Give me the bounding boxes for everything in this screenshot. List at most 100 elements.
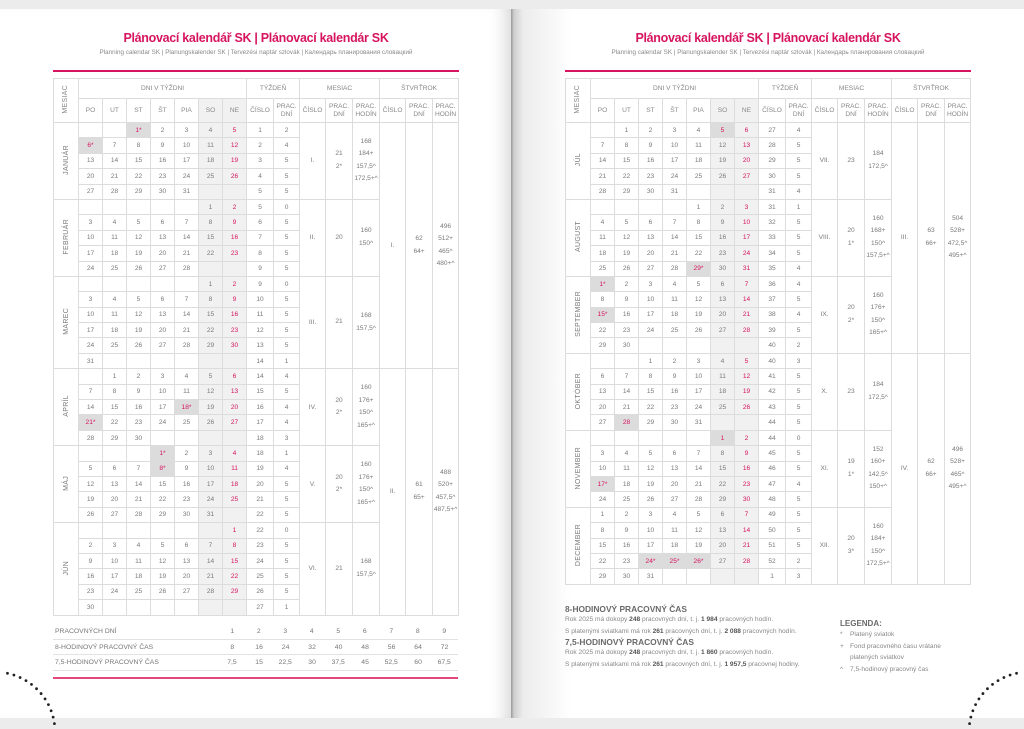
month-work-hours-value: 157,5^	[356, 324, 376, 332]
day-cell: 29	[638, 414, 663, 431]
quarter-work-hours-value: 457,5^	[435, 493, 456, 501]
day-cell: 28	[733, 552, 760, 570]
week-work-days-cell: 5	[273, 537, 301, 554]
week-number-cell: 43	[758, 399, 787, 416]
decorative-dot	[996, 679, 1000, 683]
month-work-hours-value: 142,5^	[868, 470, 888, 478]
day-cell: 6	[221, 368, 248, 385]
day-cell: 7	[614, 368, 639, 385]
week-work-days-cell: 5	[785, 445, 813, 462]
day-cell: 13	[102, 475, 127, 493]
day-cell: 1*	[590, 275, 615, 293]
day-cell: 23	[662, 399, 687, 416]
week-number-cell: 16	[246, 399, 275, 416]
week-number-cell: 18	[246, 445, 275, 462]
day-cell: 22	[221, 568, 248, 585]
day-cell: 4	[126, 537, 151, 554]
week-row: 15 16 17 18 19 20 21 51 5	[566, 537, 971, 554]
legend-title: LEGENDA:	[840, 619, 882, 628]
week-number-cell: 44	[758, 414, 787, 431]
day-name-header: ST	[126, 98, 151, 123]
week-work-days-cell: 5	[273, 337, 301, 354]
notes-text: pracovných hodín.	[717, 649, 774, 656]
day-cell	[78, 522, 103, 539]
day-cell: 4	[221, 445, 248, 462]
day-cell: 8	[198, 291, 223, 308]
week-work-days-cell: 3	[273, 429, 301, 447]
summary-label: 8-HODINOVÝ PRACOVNÝ ČAS	[55, 643, 154, 651]
day-cell	[198, 599, 223, 616]
day-cell	[126, 275, 151, 293]
month-work-days-value: 2*	[335, 162, 343, 170]
day-cell: 21	[126, 491, 151, 508]
decorative-dot	[12, 673, 16, 677]
summary-row: 7,5-HODINOVÝ PRACOVNÝ ČAS 7,5 15 22,5 30 37,5…	[53, 655, 458, 671]
week-number-cell: 2	[246, 137, 275, 154]
month-name: SEPTEMBER	[574, 290, 582, 337]
day-cell: 22	[710, 475, 735, 493]
day-cell: 26	[78, 506, 103, 524]
week-row: 14 15 16 17 18 19 20 29 5	[566, 152, 971, 170]
week-work-days-cell: 5	[273, 291, 301, 308]
day-cell: 7	[733, 275, 760, 293]
week-number-cell: 45	[758, 445, 787, 462]
week-row: 24 25 26 27 28 29 30 48 5	[566, 491, 971, 508]
day-cell: 26	[710, 168, 735, 185]
day-cell: 24*	[638, 552, 663, 570]
day-cell: 23	[150, 168, 175, 185]
month-number-cell: VII.	[811, 122, 839, 200]
decorative-dot	[1008, 673, 1012, 677]
quarter-work-days-value: 66+	[925, 239, 937, 247]
week-work-days-cell: 5	[273, 260, 301, 277]
column-subheader: PRAC. HODÍN	[944, 98, 972, 123]
day-cell	[590, 429, 615, 447]
month-work-hours-cell: 184 172,5^	[864, 352, 893, 431]
day-cell	[638, 429, 663, 447]
day-cell: 29	[590, 568, 615, 585]
decorative-dot	[991, 682, 994, 686]
day-cell: 5	[126, 291, 151, 308]
day-cell	[221, 352, 248, 370]
week-row: 20 21 22 23 24 25 26 4 5	[54, 168, 459, 185]
day-cell	[710, 337, 735, 354]
summary-value: 30	[308, 659, 316, 666]
week-row: 6 7 8 9 10 11 12 41 5	[566, 368, 971, 385]
notes-line: S platenými sviatkami má rok 261 pracovn…	[565, 626, 799, 638]
notes-text: pracovných dní, t. j.	[640, 649, 702, 656]
week-number-cell: 34	[758, 245, 787, 262]
week-number-cell: 21	[246, 491, 275, 508]
day-cell: 3	[102, 537, 127, 554]
day-cell: 14	[733, 522, 760, 539]
week-work-days-cell: 5	[785, 229, 813, 247]
day-cell: 27	[710, 322, 735, 339]
month-work-hours-value: 184	[872, 150, 884, 158]
month-column-header: MESIAC	[53, 78, 79, 123]
month-name: MÁJ	[62, 475, 70, 491]
day-cell: 24	[662, 168, 687, 185]
day-cell: 9	[221, 214, 248, 231]
week-number-cell: 24	[246, 552, 275, 570]
day-cell: 31	[78, 352, 103, 370]
day-cell	[174, 599, 199, 616]
day-cell: 14	[174, 229, 199, 247]
notes-text: Rok 2025 má dokopy	[565, 649, 630, 656]
day-cell: 7	[733, 506, 760, 524]
column-subheader: ČÍSLO	[891, 98, 919, 123]
month-number-cell: V.	[299, 445, 327, 524]
day-cell: 29	[198, 337, 223, 354]
month-work-days-value: 3*	[847, 547, 855, 555]
month-work-hours-value: 150^	[870, 239, 886, 247]
week-number-cell: 38	[758, 306, 787, 324]
week-number-cell: 8	[246, 245, 275, 262]
month-work-hours-value: 160+	[870, 458, 886, 466]
month-name-cell: FEBRUÁR	[53, 198, 79, 277]
column-subheader-line: PRAC.	[328, 102, 350, 110]
header-rule-left	[53, 70, 459, 72]
day-cell: 28	[590, 183, 615, 200]
day-cell: 28	[198, 583, 223, 601]
day-cell	[78, 445, 103, 462]
month-work-hours-value: 160	[872, 522, 884, 530]
day-cell: 11	[102, 229, 127, 247]
week-work-days-cell: 4	[785, 260, 813, 277]
day-cell: 4	[662, 506, 687, 524]
